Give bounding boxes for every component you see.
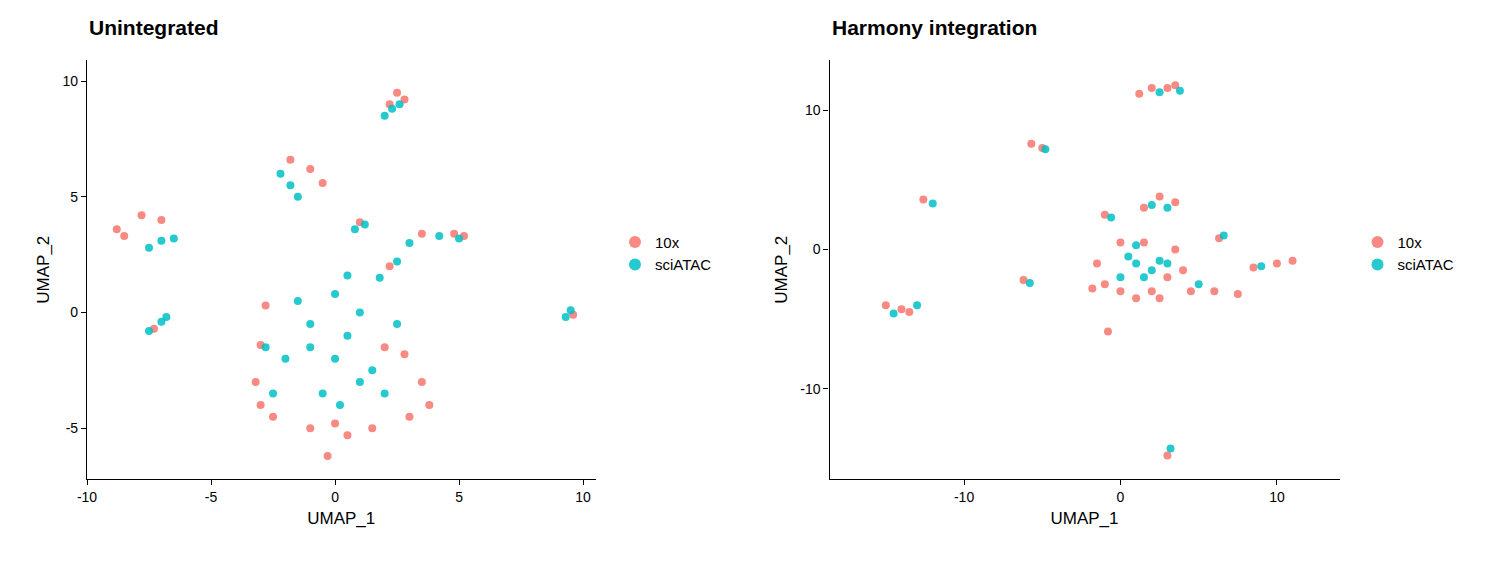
svg-text:5: 5 <box>70 189 78 205</box>
svg-text:-5: -5 <box>205 489 218 505</box>
svg-text:-10: -10 <box>954 489 974 505</box>
svg-text:-5: -5 <box>66 420 79 436</box>
svg-text:UMAP_2: UMAP_2 <box>34 236 53 304</box>
svg-text:0: 0 <box>331 489 339 505</box>
svg-text:10x: 10x <box>1398 234 1423 251</box>
svg-text:10: 10 <box>1269 489 1285 505</box>
svg-text:sciATAC: sciATAC <box>1398 256 1454 273</box>
svg-text:UMAP_2: UMAP_2 <box>772 236 791 304</box>
svg-text:10x: 10x <box>655 234 680 251</box>
svg-text:5: 5 <box>455 489 463 505</box>
svg-text:Unintegrated: Unintegrated <box>89 16 219 39</box>
svg-text:UMAP_1: UMAP_1 <box>1050 509 1118 528</box>
svg-text:10: 10 <box>63 73 79 89</box>
svg-text:-10: -10 <box>800 381 820 397</box>
svg-text:0: 0 <box>813 241 821 257</box>
svg-text:sciATAC: sciATAC <box>655 256 711 273</box>
svg-text:10: 10 <box>805 102 821 118</box>
svg-text:UMAP_1: UMAP_1 <box>307 509 375 528</box>
svg-text:-10: -10 <box>77 489 97 505</box>
svg-text:Harmony integration: Harmony integration <box>832 16 1037 39</box>
svg-text:0: 0 <box>1117 489 1125 505</box>
svg-text:0: 0 <box>70 304 78 320</box>
svg-text:10: 10 <box>575 489 591 505</box>
